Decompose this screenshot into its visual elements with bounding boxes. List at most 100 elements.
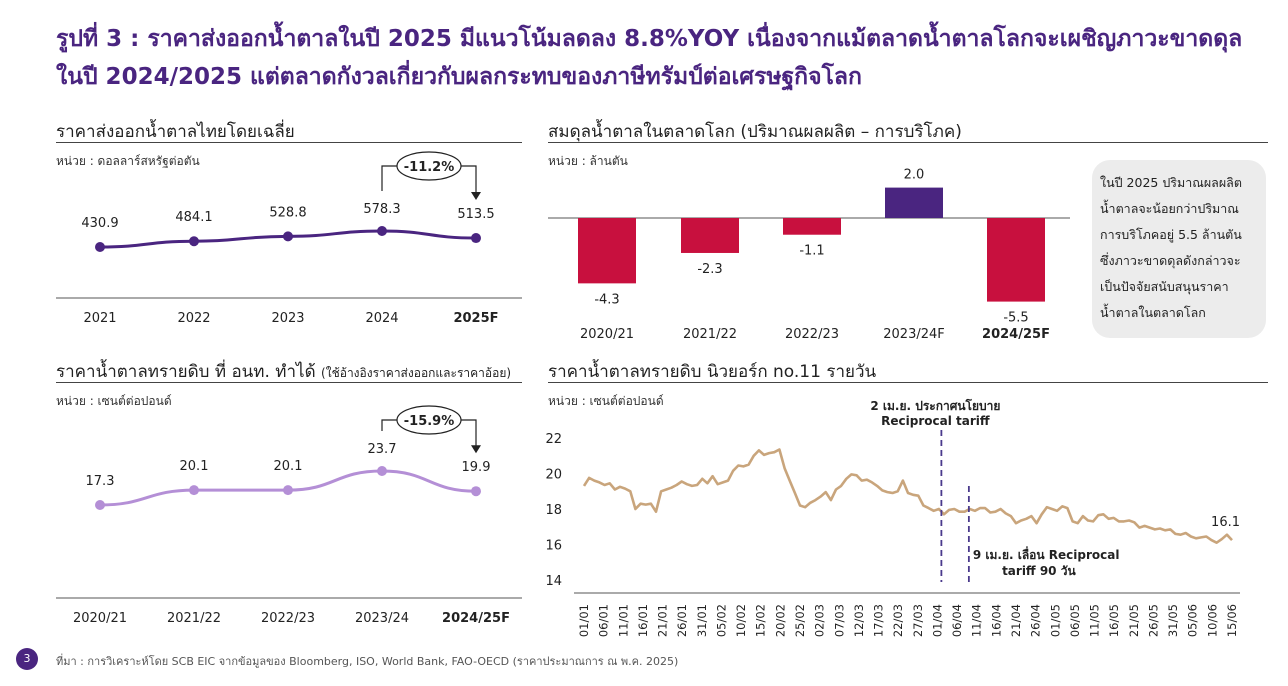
- balance-x-tick-label: 2024/25F: [982, 327, 1050, 342]
- balance-bar: [681, 218, 739, 253]
- balance-x-tick-label: 2022/23: [785, 327, 839, 342]
- daily-x-tick-label: 01/01: [577, 604, 591, 637]
- balance-data-label: -1.1: [799, 244, 824, 259]
- panel-1-rule: [56, 142, 522, 143]
- balance-bar: [885, 187, 943, 218]
- export-price-point: [95, 242, 105, 252]
- export-price-x-tick-label: 2024: [365, 311, 398, 326]
- export-price-x-tick-label: 2023: [271, 311, 304, 326]
- export-price-change-arrow: [471, 192, 481, 201]
- daily-y-tick-label: 18: [545, 503, 562, 518]
- daily-x-tick-label: 26/05: [1146, 604, 1160, 637]
- daily-y-tick-label: 14: [545, 574, 562, 589]
- raw-sugar-ocsb-data-label: 19.9: [462, 460, 491, 475]
- panel-3-title: ราคาน้ำตาลทรายดิบ ที่ อนท. ทำได้ (ใช้อ้า…: [56, 358, 511, 385]
- daily-x-tick-label: 15/02: [754, 604, 768, 637]
- daily-x-tick-label: 16/04: [989, 604, 1003, 637]
- balance-bar: [783, 218, 841, 235]
- daily-x-tick-label: 26/04: [1029, 604, 1043, 637]
- balance-data-label: -5.5: [1003, 311, 1028, 326]
- export-price-change-label: -11.2%: [404, 160, 455, 175]
- note-line: ในปี 2025 ปริมาณผลผลิต: [1100, 175, 1242, 190]
- event-2-label: 9 เม.ย. เลื่อน Reciprocal: [973, 546, 1120, 562]
- raw-sugar-ocsb-point: [471, 486, 481, 497]
- panel-1-unit: หน่วย : ดอลลาร์สหรัฐต่อตัน: [56, 154, 200, 168]
- raw-sugar-ocsb-point: [189, 485, 199, 496]
- daily-x-tick-label: 05/06: [1186, 604, 1200, 637]
- daily-x-tick-label: 01/04: [930, 604, 944, 637]
- export-price-data-label: 430.9: [81, 216, 118, 231]
- note-line: น้ำตาลในตลาดโลก: [1100, 305, 1206, 320]
- export-price-x-tick-label: 2022: [177, 311, 210, 326]
- daily-x-tick-label: 11/05: [1088, 604, 1102, 637]
- daily-x-tick-label: 21/05: [1127, 604, 1141, 637]
- raw-sugar-ocsb-change-arrow: [471, 445, 481, 454]
- export-price-point: [283, 231, 293, 242]
- raw-sugar-ocsb-data-label: 20.1: [274, 459, 303, 474]
- daily-x-tick-label: 06/05: [1068, 604, 1082, 637]
- daily-x-tick-label: 05/02: [714, 604, 728, 637]
- page-title: รูปที่ 3 : ราคาส่งออกน้ำตาลในปี 2025 มีแ…: [56, 20, 1276, 96]
- event-1-label: 2 เม.ย. ประกาศนโยบาย: [870, 398, 1000, 413]
- export-price-data-label: 528.8: [269, 205, 306, 220]
- daily-x-tick-label: 25/02: [793, 604, 807, 637]
- raw-sugar-ocsb-point: [283, 485, 293, 496]
- export-price-data-label: 578.3: [363, 202, 400, 217]
- export-price-point: [189, 236, 199, 247]
- note-line: การบริโภคอยู่ 5.5 ล้านตัน: [1100, 227, 1242, 242]
- panel-2-unit: หน่วย : ล้านตัน: [548, 154, 628, 168]
- panel-2-title: สมดุลน้ำตาลในตลาดโลก (ปริมาณผลผลิต – การ…: [548, 122, 962, 142]
- balance-data-label: -4.3: [594, 292, 619, 307]
- raw-sugar-ocsb-data-label: 20.1: [180, 459, 209, 474]
- daily-y-tick-label: 20: [545, 468, 562, 483]
- daily-x-tick-label: 06/04: [950, 604, 964, 637]
- balance-data-label: -2.3: [697, 262, 722, 277]
- daily-y-tick-label: 16: [545, 539, 562, 554]
- raw-sugar-ocsb-data-label: 23.7: [368, 442, 397, 457]
- event-2-label: tariff 90 วัน: [1002, 564, 1076, 578]
- daily-x-tick-label: 02/03: [813, 604, 827, 637]
- daily-price-line: [582, 448, 1233, 544]
- raw-sugar-ocsb-data-label: 17.3: [86, 474, 115, 489]
- panel-2-rule: [548, 142, 1268, 143]
- export-price-data-label: 484.1: [175, 210, 212, 225]
- balance-x-tick-label: 2020/21: [580, 327, 634, 342]
- raw-sugar-ocsb-x-tick-label: 2020/21: [73, 611, 127, 626]
- daily-x-tick-label: 31/01: [695, 604, 709, 637]
- daily-x-tick-label: 10/02: [734, 604, 748, 637]
- balance-data-label: 2.0: [904, 168, 925, 183]
- raw-sugar-ocsb-x-tick-label: 2024/25F: [442, 611, 510, 626]
- raw-sugar-ocsb-point: [377, 466, 387, 476]
- daily-last-label: 16.1: [1211, 515, 1240, 530]
- daily-x-tick-label: 01/05: [1048, 604, 1062, 637]
- panel-3-title-main: ราคาน้ำตาลทรายดิบ ที่ อนท. ทำได้: [56, 362, 316, 382]
- daily-x-tick-label: 27/03: [911, 604, 925, 637]
- daily-x-tick-label: 22/03: [891, 604, 905, 637]
- note-box: ในปี 2025 ปริมาณผลผลิต น้ำตาลจะน้อยกว่าป…: [1092, 160, 1266, 338]
- daily-x-tick-label: 15/06: [1225, 604, 1239, 637]
- note-line: เป็นปัจจัยสนับสนุนราคา: [1100, 279, 1229, 294]
- daily-x-tick-label: 07/03: [832, 604, 846, 637]
- page-title-line-1: รูปที่ 3 : ราคาส่งออกน้ำตาลในปี 2025 มีแ…: [56, 26, 1243, 52]
- raw-sugar-ocsb-change-oval: [396, 405, 462, 435]
- page-title-line-2: ในปี 2024/2025 แต่ตลาดกังวลเกี่ยวกับผลกร…: [56, 64, 862, 90]
- raw-sugar-ocsb-point: [95, 500, 105, 510]
- panel-4-title: ราคาน้ำตาลทรายดิบ นิวยอร์ก no.11 รายวัน: [548, 362, 877, 382]
- daily-x-tick-label: 21/01: [656, 604, 670, 637]
- event-1-label: Reciprocal tariff: [881, 414, 990, 428]
- balance-x-tick-label: 2021/22: [683, 327, 737, 342]
- balance-bar: [987, 218, 1045, 302]
- daily-x-tick-label: 06/01: [597, 604, 611, 637]
- daily-x-tick-label: 31/05: [1166, 604, 1180, 637]
- export-price-x-tick-label: 2025F: [453, 311, 498, 326]
- daily-x-tick-label: 17/03: [872, 604, 886, 637]
- panel-4-unit: หน่วย : เซนต์ต่อปอนด์: [548, 394, 664, 408]
- export-price-point: [471, 233, 481, 244]
- daily-y-tick-label: 22: [545, 432, 562, 447]
- raw-sugar-ocsb-x-tick-label: 2021/22: [167, 611, 221, 626]
- panel-1-title: ราคาส่งออกน้ำตาลไทยโดยเฉลี่ย: [56, 122, 295, 142]
- page-number: 3: [16, 648, 38, 670]
- panel-3-rule: [56, 382, 522, 383]
- raw-sugar-ocsb-x-tick-label: 2023/24: [355, 611, 409, 626]
- balance-x-tick-label: 2023/24F: [883, 327, 944, 342]
